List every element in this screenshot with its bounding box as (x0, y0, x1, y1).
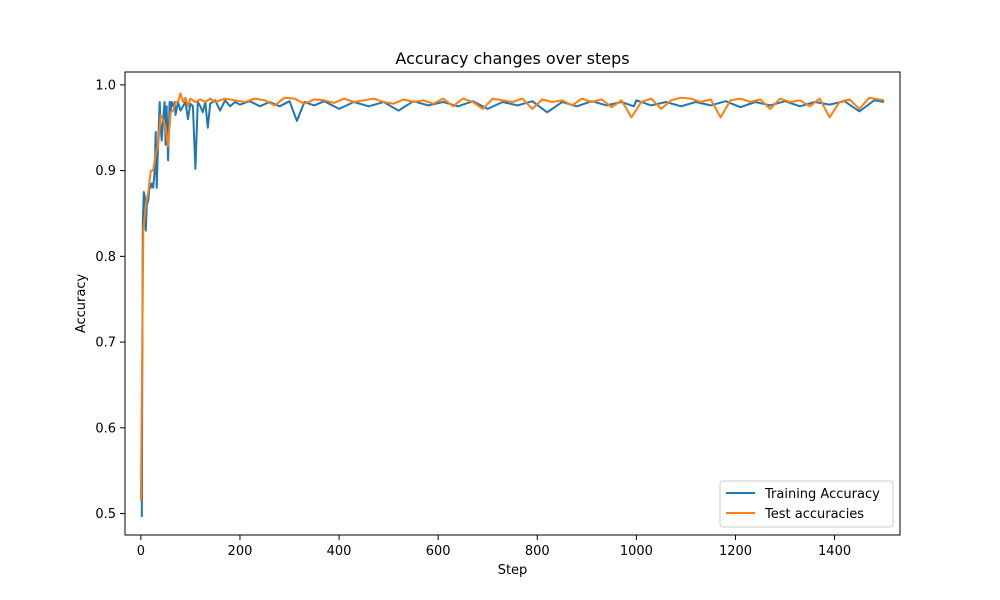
series-line-test-accuracies (139, 92, 885, 501)
series-line-training-accuracy (140, 99, 885, 518)
y-axis-label: Accuracy (74, 274, 89, 334)
y-tick-label: 0.8 (95, 250, 116, 265)
plot-frame (124, 71, 901, 536)
legend-label-training: Training Accuracy (764, 487, 880, 502)
x-tick-label: 1200 (719, 544, 752, 559)
legend: Training Accuracy Test accuracies (719, 480, 894, 528)
x-tick-label: 800 (525, 544, 550, 559)
x-tick-label: 600 (426, 544, 451, 559)
x-tick-label: 1400 (818, 544, 851, 559)
y-axis: 0.5 0.6 0.7 0.8 0.9 1.0 (95, 78, 125, 522)
x-tick-label: 0 (137, 544, 145, 559)
series-layer (139, 92, 885, 518)
chart-title: Accuracy changes over steps (395, 49, 629, 68)
legend-label-test: Test accuracies (764, 507, 864, 522)
x-axis: 0 200 400 600 800 1000 1200 1400 (137, 535, 851, 559)
y-tick-label: 0.5 (95, 507, 116, 522)
y-tick-label: 1.0 (95, 78, 116, 93)
x-tick-label: 1000 (620, 544, 653, 559)
y-tick-label: 0.9 (95, 164, 116, 179)
y-tick-label: 0.7 (95, 336, 116, 351)
y-tick-label: 0.6 (95, 421, 116, 436)
x-axis-label: Step (498, 563, 528, 578)
x-tick-label: 400 (327, 544, 352, 559)
x-tick-label: 200 (228, 544, 253, 559)
legend-box (719, 480, 894, 528)
